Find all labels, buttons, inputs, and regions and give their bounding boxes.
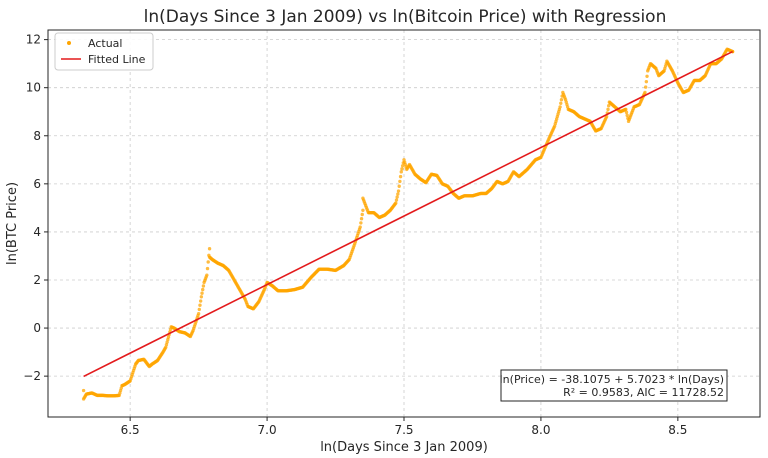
actual-point bbox=[624, 110, 629, 115]
y-tick-label: 2 bbox=[33, 273, 41, 287]
legend-actual-marker bbox=[67, 41, 71, 45]
annotation-stats: R² = 0.9583, AIC = 11728.52 bbox=[563, 386, 724, 399]
actual-point bbox=[559, 101, 563, 106]
actual-point bbox=[645, 74, 649, 78]
y-tick-label: −2 bbox=[23, 369, 41, 383]
actual-point bbox=[358, 225, 362, 229]
actual-point bbox=[624, 107, 628, 112]
actual-point bbox=[394, 198, 399, 202]
y-tick-label: 12 bbox=[26, 33, 41, 47]
y-tick-label: 8 bbox=[33, 129, 41, 143]
actual-point bbox=[164, 345, 168, 349]
actual-point bbox=[199, 295, 204, 299]
actual-point bbox=[400, 164, 405, 168]
data-layer bbox=[81, 47, 735, 401]
y-tick-label: 6 bbox=[33, 177, 41, 191]
actual-point bbox=[361, 208, 365, 212]
actual-point bbox=[200, 291, 204, 295]
actual-point bbox=[399, 170, 403, 174]
x-tick-label: 8.0 bbox=[531, 423, 550, 437]
x-tick-label: 6.5 bbox=[121, 423, 140, 437]
actual-point bbox=[164, 343, 169, 347]
y-axis-label: ln(BTC Price) bbox=[5, 182, 20, 265]
legend-actual-label: Actual bbox=[88, 37, 122, 50]
actual-point bbox=[400, 167, 404, 171]
x-tick-label: 7.0 bbox=[258, 423, 277, 437]
actual-point bbox=[643, 90, 647, 95]
x-tick-label: 7.5 bbox=[394, 423, 413, 437]
actual-point bbox=[201, 287, 205, 292]
legend-fitted-line-label: Fitted Line bbox=[88, 53, 146, 66]
annotation-box bbox=[500, 369, 728, 402]
legend-box bbox=[54, 32, 154, 71]
legend: Actual Fitted Line bbox=[54, 32, 154, 71]
actual-point bbox=[398, 174, 403, 179]
annotation-equation: ln(Price) = -38.1075 + 5.7023 * ln(Days) bbox=[500, 373, 724, 386]
actual-point bbox=[205, 273, 209, 277]
actual-point bbox=[607, 104, 611, 108]
actual-point bbox=[360, 212, 364, 217]
actual-point bbox=[359, 221, 363, 225]
actual-point bbox=[207, 247, 212, 251]
x-axis-label: ln(Days Since 3 Jan 2009) bbox=[320, 440, 488, 455]
actual-point bbox=[165, 340, 169, 344]
actual-point bbox=[201, 284, 206, 288]
actual-point bbox=[166, 335, 171, 339]
actual-point bbox=[198, 303, 202, 307]
actual-point bbox=[198, 299, 203, 303]
actual-point bbox=[643, 85, 648, 89]
regression-annotation: ln(Price) = -38.1075 + 5.7023 * ln(Days)… bbox=[500, 369, 728, 402]
actual-point bbox=[559, 98, 564, 102]
fitted-line bbox=[83, 50, 733, 378]
actual-point bbox=[396, 189, 401, 193]
actual-point bbox=[81, 388, 86, 393]
y-tick-label: 4 bbox=[33, 225, 41, 239]
actual-point bbox=[396, 192, 400, 196]
actual-point bbox=[558, 105, 562, 109]
actual-point bbox=[644, 79, 649, 84]
actual-point bbox=[395, 195, 399, 199]
x-tick-label: 8.5 bbox=[668, 423, 687, 437]
chart-title: ln(Days Since 3 Jan 2009) vs ln(Bitcoin … bbox=[144, 7, 667, 27]
actual-point bbox=[394, 201, 398, 205]
actual-point bbox=[205, 266, 210, 271]
y-tick-label: 0 bbox=[33, 321, 41, 335]
y-tick-label: 10 bbox=[26, 81, 41, 95]
actual-point bbox=[397, 184, 401, 188]
actual-point bbox=[606, 107, 610, 112]
actual-point bbox=[206, 260, 210, 264]
actual-point bbox=[196, 311, 201, 316]
actual-point bbox=[625, 113, 629, 118]
actual-point bbox=[166, 337, 170, 342]
ticks: 6.5 7.0 7.5 8.0 8.5 −2 0 2 4 6 8 10 12 bbox=[23, 33, 687, 437]
actual-point bbox=[398, 179, 402, 184]
actual-point bbox=[197, 307, 201, 312]
grid bbox=[48, 30, 760, 417]
actual-point bbox=[359, 216, 364, 221]
